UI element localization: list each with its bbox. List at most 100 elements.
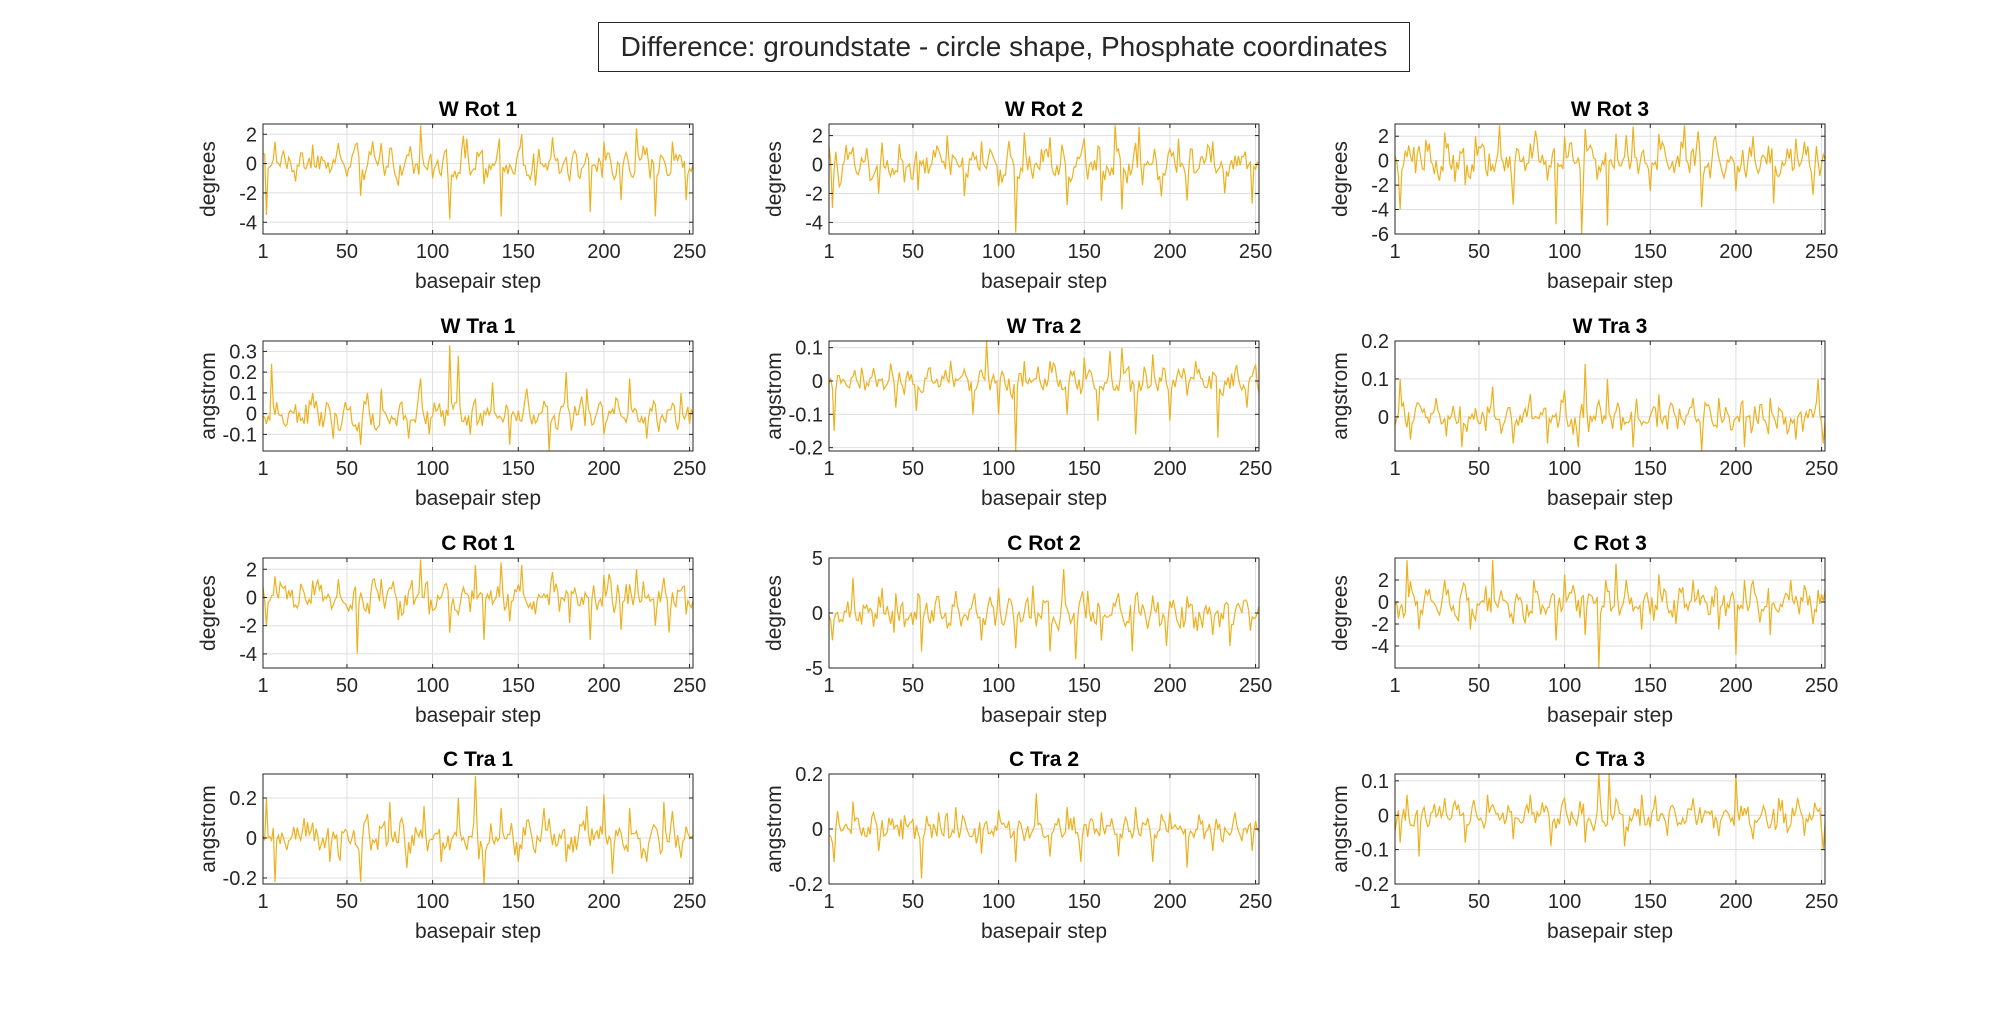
- x-tick-label: 1: [257, 891, 268, 913]
- plot-area: [1395, 341, 1825, 451]
- x-tick-label: 250: [673, 241, 706, 263]
- x-tick-label: 250: [673, 891, 706, 913]
- y-tick-label: 0.2: [229, 788, 257, 810]
- x-tick-label: 250: [1805, 675, 1838, 697]
- series-line: [829, 125, 1259, 233]
- x-tick-label: 150: [1068, 891, 1101, 913]
- x-tick-label: 50: [902, 458, 924, 480]
- plot-area: [263, 124, 693, 234]
- y-tick-label: -2: [805, 183, 823, 205]
- subplot-w-tra-2: 1 50 100 150 200 250-0.2-0.100.1W Tra 2basepa…: [763, 315, 1272, 510]
- y-tick-label: 0: [1378, 805, 1389, 827]
- x-tick-label: 100: [982, 458, 1015, 480]
- x-tick-label: 250: [1239, 675, 1272, 697]
- x-axis-label: basepair step: [981, 487, 1107, 510]
- series-line: [263, 345, 693, 451]
- x-tick-label: 150: [502, 675, 535, 697]
- x-axis-label: basepair step: [1547, 920, 1673, 943]
- x-tick-label: 50: [1468, 675, 1490, 697]
- subplot-w-tra-1: 1 50 100 150 200 250-0.100.10.20.3W Tra 1base…: [197, 315, 706, 510]
- x-tick-label: 50: [336, 675, 358, 697]
- y-tick-label: 0.2: [795, 764, 823, 786]
- y-tick-label: -4: [1371, 200, 1389, 222]
- x-tick-label: 100: [1548, 241, 1581, 263]
- subplot-title: C Rot 3: [1573, 532, 1647, 555]
- x-tick-label: 200: [587, 241, 620, 263]
- y-axis-label: degrees: [763, 141, 786, 217]
- series-line: [1395, 363, 1825, 451]
- y-tick-label: 0: [246, 828, 257, 850]
- plot-area: [829, 124, 1259, 234]
- axes-box: [828, 340, 1260, 452]
- y-tick-label: -5: [805, 658, 823, 680]
- x-axis-label: basepair step: [981, 704, 1107, 727]
- x-axis-label: basepair step: [415, 487, 541, 510]
- x-tick-label: 1: [823, 458, 834, 480]
- x-tick-label: 250: [673, 675, 706, 697]
- y-tick-label: 2: [246, 559, 257, 581]
- x-axis-label: basepair step: [1547, 704, 1673, 727]
- subplot-title: C Rot 1: [441, 532, 515, 555]
- x-tick-label: 100: [982, 891, 1015, 913]
- x-axis-label: basepair step: [981, 270, 1107, 293]
- y-tick-label: 0.3: [229, 341, 257, 363]
- x-tick-label: 1: [1389, 241, 1400, 263]
- x-tick-label: 100: [416, 241, 449, 263]
- x-tick-label: 1: [257, 675, 268, 697]
- axes-box: [262, 340, 694, 452]
- subplot-c-tra-3: 1 50 100 150 200 250-0.2-0.100.1C Tra 3basepa…: [1329, 748, 1838, 943]
- x-tick-label: 1: [823, 891, 834, 913]
- y-axis-label: degrees: [763, 575, 786, 651]
- y-tick-label: -0.2: [1355, 874, 1389, 896]
- figure-title: Difference: groundstate - circle shape, …: [598, 22, 1410, 72]
- x-tick-label: 250: [1805, 458, 1838, 480]
- y-tick-label: 0: [812, 371, 823, 393]
- subplot-title: C Rot 2: [1007, 532, 1081, 555]
- x-tick-label: 100: [416, 675, 449, 697]
- y-tick-label: 0.1: [1361, 771, 1389, 793]
- x-tick-label: 200: [1153, 458, 1186, 480]
- x-tick-label: 150: [1068, 675, 1101, 697]
- plot-area: [1395, 558, 1825, 668]
- x-tick-label: 50: [1468, 891, 1490, 913]
- y-tick-label: -2: [239, 183, 257, 205]
- x-tick-label: 200: [587, 458, 620, 480]
- y-tick-label: -0.2: [223, 868, 257, 890]
- axes-box: [1394, 773, 1826, 885]
- y-tick-label: 0.2: [229, 362, 257, 384]
- x-tick-label: 150: [1634, 458, 1667, 480]
- subplot-title: W Rot 1: [439, 98, 517, 121]
- y-tick-label: -2: [1371, 175, 1389, 197]
- x-tick-label: 1: [257, 241, 268, 263]
- y-tick-label: -0.1: [223, 424, 257, 446]
- y-tick-label: -2: [239, 616, 257, 638]
- series-line: [829, 568, 1259, 660]
- y-tick-label: 0: [246, 154, 257, 176]
- x-tick-label: 200: [1719, 891, 1752, 913]
- x-tick-label: 150: [1634, 241, 1667, 263]
- y-axis-label: degrees: [197, 141, 220, 217]
- subplot-title: W Tra 3: [1573, 315, 1648, 338]
- y-tick-label: 0: [812, 819, 823, 841]
- x-tick-label: 150: [1634, 891, 1667, 913]
- x-tick-label: 100: [1548, 675, 1581, 697]
- axes-box: [828, 123, 1260, 235]
- y-tick-label: -2: [1371, 614, 1389, 636]
- series-line: [263, 125, 693, 220]
- y-tick-label: -0.2: [789, 874, 823, 896]
- axes-box: [1394, 340, 1826, 452]
- x-tick-label: 50: [902, 675, 924, 697]
- y-tick-label: 2: [1378, 570, 1389, 592]
- x-tick-label: 50: [902, 891, 924, 913]
- x-tick-label: 150: [502, 891, 535, 913]
- y-tick-label: 0.1: [795, 338, 823, 360]
- plot-area: [263, 341, 693, 451]
- y-tick-label: -4: [239, 644, 257, 666]
- x-tick-label: 200: [1153, 241, 1186, 263]
- x-tick-label: 1: [823, 675, 834, 697]
